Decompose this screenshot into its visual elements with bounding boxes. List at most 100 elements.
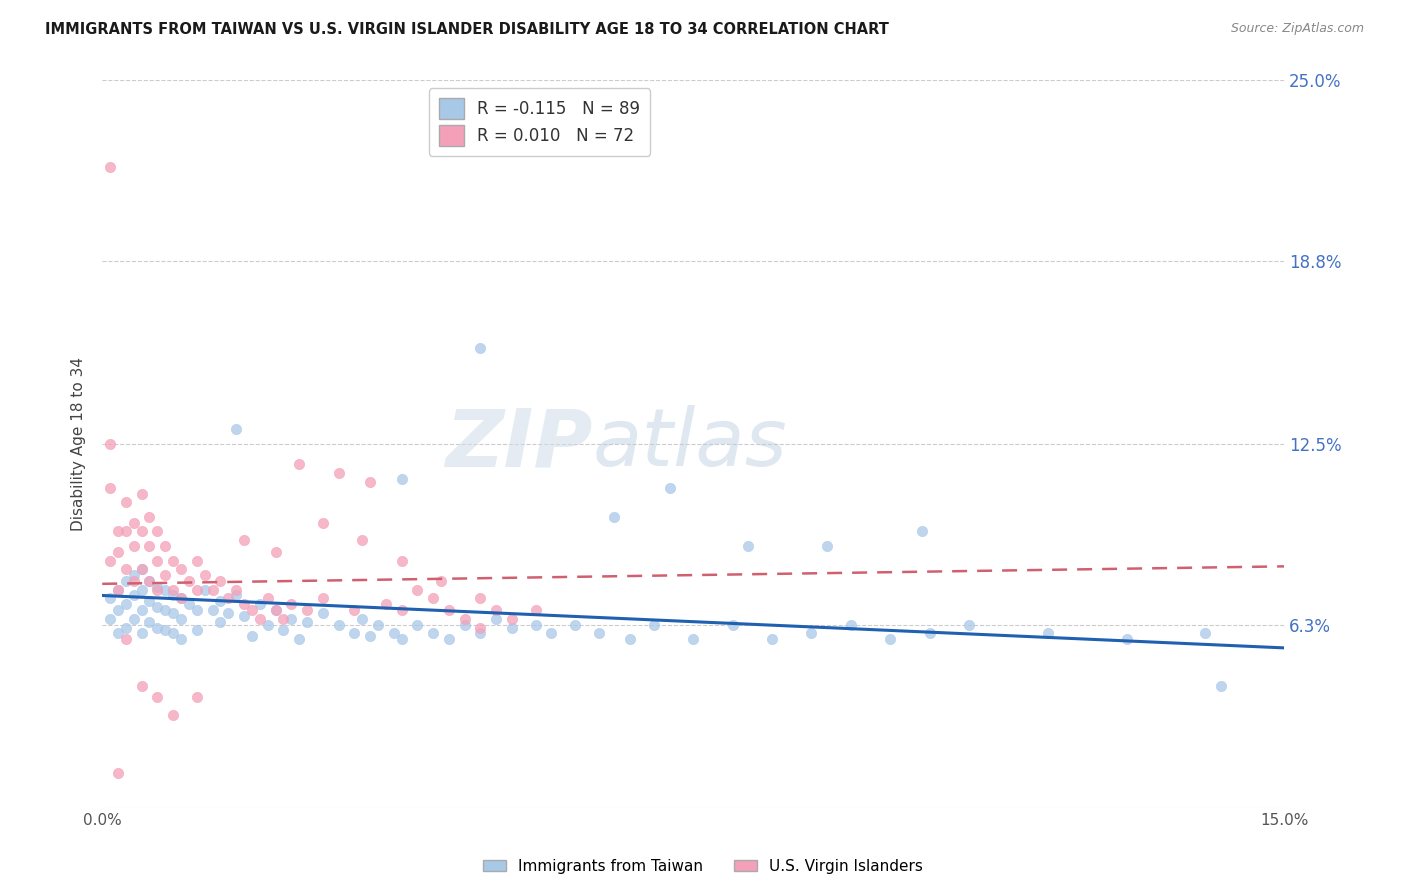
Point [721, 617, 744, 632]
Point [138, 615, 160, 629]
Point [603, 509, 626, 524]
Point [295, 603, 318, 617]
Point [619, 632, 641, 647]
Point [328, 617, 350, 632]
Point [162, 589, 184, 603]
Point [131, 562, 153, 576]
Point [115, 620, 138, 634]
Point [115, 524, 138, 539]
Point [256, 617, 278, 632]
Point [138, 539, 160, 553]
Point [288, 632, 311, 647]
Point [352, 533, 374, 548]
Point [146, 580, 169, 594]
Point [115, 574, 138, 588]
Point [186, 553, 208, 567]
Legend: Immigrants from Taiwan, U.S. Virgin Islanders: Immigrants from Taiwan, U.S. Virgin Isla… [477, 853, 929, 880]
Point [98, 612, 121, 626]
Point [155, 624, 177, 638]
Point [761, 632, 783, 647]
Point [122, 568, 145, 582]
Point [107, 603, 129, 617]
Point [107, 626, 129, 640]
Point [470, 341, 492, 355]
Point [138, 509, 160, 524]
Point [470, 591, 492, 606]
Point [146, 553, 169, 567]
Point [170, 591, 193, 606]
Point [209, 594, 232, 608]
Point [391, 553, 413, 567]
Point [186, 582, 208, 597]
Text: IMMIGRANTS FROM TAIWAN VS U.S. VIRGIN ISLANDER DISABILITY AGE 18 TO 34 CORRELATI: IMMIGRANTS FROM TAIWAN VS U.S. VIRGIN IS… [45, 22, 889, 37]
Point [406, 617, 429, 632]
Point [170, 632, 193, 647]
Point [162, 707, 184, 722]
Point [186, 690, 208, 705]
Point [288, 458, 311, 472]
Point [359, 629, 381, 643]
Point [1036, 626, 1059, 640]
Point [146, 600, 169, 615]
Point [470, 626, 492, 640]
Point [98, 591, 121, 606]
Point [501, 612, 523, 626]
Point [107, 545, 129, 559]
Point [343, 626, 366, 640]
Point [155, 568, 177, 582]
Point [155, 539, 177, 553]
Point [225, 582, 247, 597]
Point [800, 626, 823, 640]
Point [146, 620, 169, 634]
Point [264, 603, 287, 617]
Point [422, 626, 444, 640]
Point [98, 437, 121, 451]
Point [391, 472, 413, 486]
Point [524, 617, 547, 632]
Point [1115, 632, 1137, 647]
Point [524, 603, 547, 617]
Point [131, 679, 153, 693]
Point [162, 626, 184, 640]
Point [225, 422, 247, 436]
Point [470, 620, 492, 634]
Point [201, 603, 224, 617]
Point [264, 603, 287, 617]
Point [391, 632, 413, 647]
Point [240, 603, 263, 617]
Point [107, 524, 129, 539]
Point [146, 582, 169, 597]
Point [343, 603, 366, 617]
Point [122, 539, 145, 553]
Point [233, 597, 256, 611]
Point [437, 603, 460, 617]
Point [352, 612, 374, 626]
Point [122, 589, 145, 603]
Text: ZIP: ZIP [446, 405, 593, 483]
Point [485, 612, 508, 626]
Point [406, 582, 429, 597]
Point [170, 612, 193, 626]
Point [138, 574, 160, 588]
Point [162, 553, 184, 567]
Point [430, 574, 453, 588]
Point [115, 632, 138, 647]
Point [170, 562, 193, 576]
Point [918, 626, 941, 640]
Point [312, 516, 335, 530]
Point [454, 617, 477, 632]
Point [295, 615, 318, 629]
Point [485, 603, 508, 617]
Point [122, 516, 145, 530]
Point [225, 589, 247, 603]
Point [177, 574, 200, 588]
Point [146, 524, 169, 539]
Point [138, 594, 160, 608]
Point [209, 615, 232, 629]
Point [138, 574, 160, 588]
Point [658, 481, 681, 495]
Point [312, 591, 335, 606]
Point [115, 495, 138, 509]
Point [264, 545, 287, 559]
Point [131, 486, 153, 500]
